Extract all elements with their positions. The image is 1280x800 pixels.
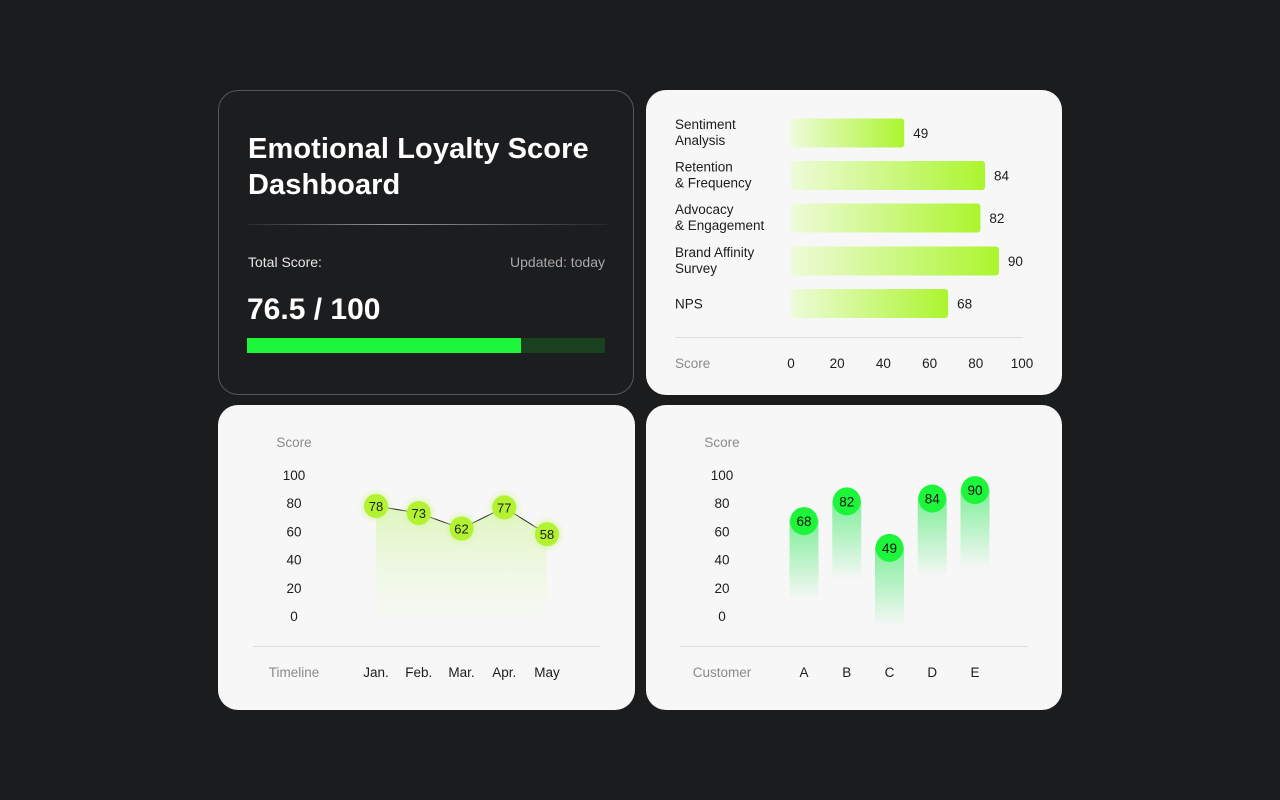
x-tick-label: May <box>534 665 560 680</box>
x-tick-label: 40 <box>876 356 891 371</box>
title-divider <box>247 224 607 225</box>
data-point <box>449 516 474 541</box>
total-score-value: 76.5 / 100 <box>247 293 381 326</box>
x-tick-label: 60 <box>922 356 937 371</box>
y-axis-title: Score <box>276 435 311 450</box>
x-tick-label: A <box>799 665 808 680</box>
x-tick-label: 80 <box>968 356 983 371</box>
point-value-label: 58 <box>540 527 554 542</box>
column-marker <box>832 487 861 516</box>
bar-value-label: 82 <box>989 211 1004 226</box>
x-tick-label: D <box>927 665 937 680</box>
y-tick-label: 60 <box>714 524 729 539</box>
x-tick-label: B <box>842 665 851 680</box>
column-value-label: 90 <box>967 483 982 498</box>
component-scores-card: Sentiment Analysis 49 Retention & Frequency 8… <box>646 90 1062 395</box>
column-value-label: 82 <box>839 494 854 509</box>
y-tick-label: 0 <box>718 609 726 624</box>
x-tick-label: 0 <box>787 356 795 371</box>
category-label: Advocacy & Engagement <box>675 202 765 233</box>
point-value-label: 77 <box>497 500 511 515</box>
customer-scores-card: Score 100 80 60 40 20 0 68 82 49 84 90 Customer A B C D E <box>646 405 1062 710</box>
category-label: Brand Affinity Survey <box>675 245 755 276</box>
y-tick-label: 40 <box>714 553 729 568</box>
category-label: NPS <box>675 297 703 312</box>
total-score-progress-track <box>247 338 605 353</box>
column-value-label: 49 <box>882 541 897 556</box>
point-value-label: 78 <box>369 499 383 514</box>
bar <box>791 289 949 318</box>
line-area-fill <box>376 506 547 616</box>
bar <box>791 118 905 148</box>
x-tick-label: Jan. <box>363 665 389 680</box>
data-point <box>535 522 559 547</box>
bar-value-label: 84 <box>994 169 1010 184</box>
dashboard-title: Emotional Loyalty Score Dashboard <box>248 133 589 201</box>
updated-label: Updated: today <box>510 254 605 270</box>
x-tick-label: Apr. <box>492 665 516 680</box>
column-value-label: 68 <box>796 514 811 529</box>
x-tick-label: E <box>970 665 979 680</box>
category-label: Sentiment Analysis <box>675 117 736 148</box>
x-axis-title: Score <box>675 356 710 371</box>
y-tick-label: 40 <box>286 553 301 568</box>
total-score-card: Emotional Loyalty Score Dashboard Total … <box>218 90 634 395</box>
point-value-label: 73 <box>412 506 426 521</box>
data-point <box>406 501 431 526</box>
y-tick-label: 60 <box>286 524 301 539</box>
timeline-chart: Score 100 80 60 40 20 0 78 73 62 77 58 Timeline Jan. F… <box>253 435 600 680</box>
x-tick-label: Mar. <box>448 665 474 680</box>
customer-scores-chart: Score 100 80 60 40 20 0 68 82 49 84 90 Customer A B C D E <box>680 435 1028 680</box>
y-tick-label: 80 <box>286 496 301 511</box>
total-score-progress-fill <box>247 338 521 353</box>
bar-value-label: 49 <box>913 126 928 141</box>
column-marker <box>918 484 947 513</box>
total-score-label: Total Score: <box>248 254 322 270</box>
category-label: Retention & Frequency <box>675 160 752 191</box>
y-tick-label: 20 <box>714 581 729 596</box>
column-value-label: 84 <box>925 492 941 507</box>
timeline-card: Score 100 80 60 40 20 0 78 73 62 77 58 Timeline Jan. F… <box>218 405 635 710</box>
bar-value-label: 90 <box>1008 254 1023 269</box>
data-point <box>364 494 388 519</box>
y-tick-label: 20 <box>286 581 301 596</box>
data-point <box>492 495 517 520</box>
bar <box>791 161 986 190</box>
y-axis-title: Score <box>704 435 739 450</box>
point-value-label: 62 <box>454 522 468 537</box>
x-axis-title: Timeline <box>269 665 320 680</box>
x-tick-label: Feb. <box>405 665 432 680</box>
column-marker <box>790 507 818 536</box>
x-tick-label: 100 <box>1011 356 1034 371</box>
x-tick-label: C <box>885 665 895 680</box>
y-tick-label: 80 <box>714 496 729 511</box>
bar <box>791 203 981 233</box>
bar <box>791 246 999 276</box>
x-tick-label: 20 <box>830 356 845 371</box>
column-marker <box>875 533 904 562</box>
component-scores-chart: Sentiment Analysis 49 Retention & Frequency 8… <box>675 117 1034 371</box>
y-tick-label: 100 <box>283 468 306 483</box>
y-tick-label: 0 <box>290 609 298 624</box>
y-tick-label: 100 <box>711 468 734 483</box>
bar-value-label: 68 <box>957 297 972 312</box>
x-axis-title: Customer <box>693 665 752 680</box>
column-marker <box>961 476 989 505</box>
